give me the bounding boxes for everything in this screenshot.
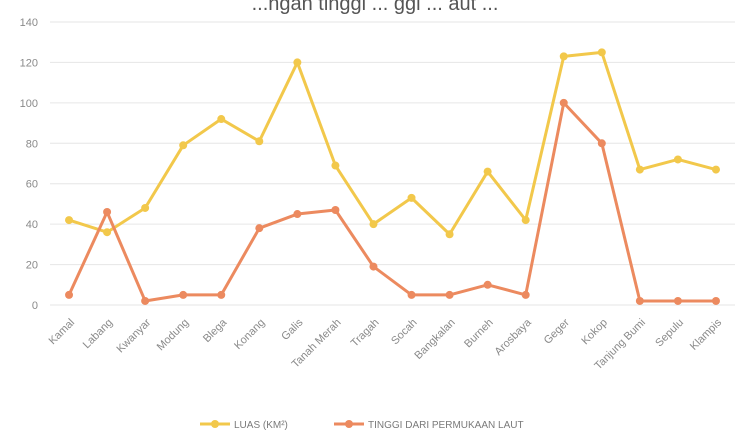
y-tick-label: 60 (26, 179, 38, 191)
x-category-label: Blega (201, 316, 230, 345)
data-point (217, 290, 226, 299)
data-point (331, 205, 340, 214)
y-tick-label: 100 (20, 98, 38, 110)
data-point (673, 296, 682, 305)
data-point (407, 193, 416, 202)
data-point (293, 58, 302, 67)
series-line-0 (67, 50, 718, 236)
y-axis-ticks: 0 20 40 60 80 100 120 140 (20, 17, 38, 312)
data-point (293, 210, 302, 219)
x-category-label: Labang (81, 317, 115, 351)
legend-marker (345, 420, 353, 428)
data-point (369, 220, 378, 229)
data-point (255, 224, 264, 233)
data-point (179, 141, 188, 150)
data-point (445, 230, 454, 239)
y-tick-label: 140 (20, 17, 38, 29)
x-category-label: Kamal (47, 317, 78, 348)
data-point (635, 296, 644, 305)
data-point (483, 280, 492, 289)
data-point (217, 115, 226, 124)
data-point (179, 290, 188, 299)
data-point (559, 98, 568, 107)
y-tick-label: 20 (26, 260, 38, 272)
x-axis-labels: Kamal Labang Kwanyar Modung Blega Konang Galis… (47, 316, 725, 372)
data-point (369, 262, 378, 271)
grid (50, 21, 735, 306)
data-point (103, 228, 112, 237)
x-category-label: Kokop (579, 317, 610, 348)
data-point (559, 52, 568, 61)
x-category-label: Modung (155, 317, 192, 354)
y-tick-label: 80 (26, 138, 38, 150)
legend-label: TINGGI DARI PERMUKAAN LAUT (368, 420, 524, 431)
data-point (711, 165, 720, 174)
data-point (445, 290, 454, 299)
data-point (65, 216, 74, 225)
data-point (521, 290, 530, 299)
data-point (141, 296, 150, 305)
data-point (103, 208, 112, 217)
x-category-label: Konang (232, 317, 267, 352)
x-category-label: Arosbaya (492, 316, 534, 358)
x-category-label: Sepulu (653, 317, 686, 350)
x-category-label: Bangkalan (412, 317, 457, 362)
data-point (407, 290, 416, 299)
data-point (141, 203, 150, 212)
series-line-1 (67, 101, 718, 303)
legend: LUAS (KM²) TINGGI DARI PERMUKAAN LAUT (200, 420, 524, 431)
x-category-label: Galis (279, 316, 306, 343)
data-point (483, 167, 492, 176)
data-point (597, 48, 606, 57)
data-point (597, 139, 606, 148)
chart-title-fragment: ...ngan tinggi ... ggi ... aut ... (252, 0, 499, 15)
x-category-label: Burneh (462, 317, 496, 351)
y-tick-label: 120 (20, 57, 38, 69)
x-category-label: Klampis (688, 316, 725, 353)
data-point (331, 161, 340, 170)
legend-label: LUAS (KM²) (234, 420, 288, 431)
x-category-label: Geger (542, 316, 572, 346)
series-lines (65, 48, 720, 305)
data-point (255, 137, 264, 146)
data-point (711, 296, 720, 305)
data-point (635, 165, 644, 174)
x-category-label: Kwanyar (115, 316, 154, 355)
data-point (65, 290, 74, 299)
legend-marker (211, 420, 219, 428)
data-point (673, 155, 682, 164)
data-point (521, 216, 530, 225)
y-tick-label: 40 (26, 219, 38, 231)
x-category-label: Socah (389, 317, 420, 348)
y-tick-label: 0 (32, 300, 38, 312)
x-category-label: Tragah (349, 317, 382, 350)
